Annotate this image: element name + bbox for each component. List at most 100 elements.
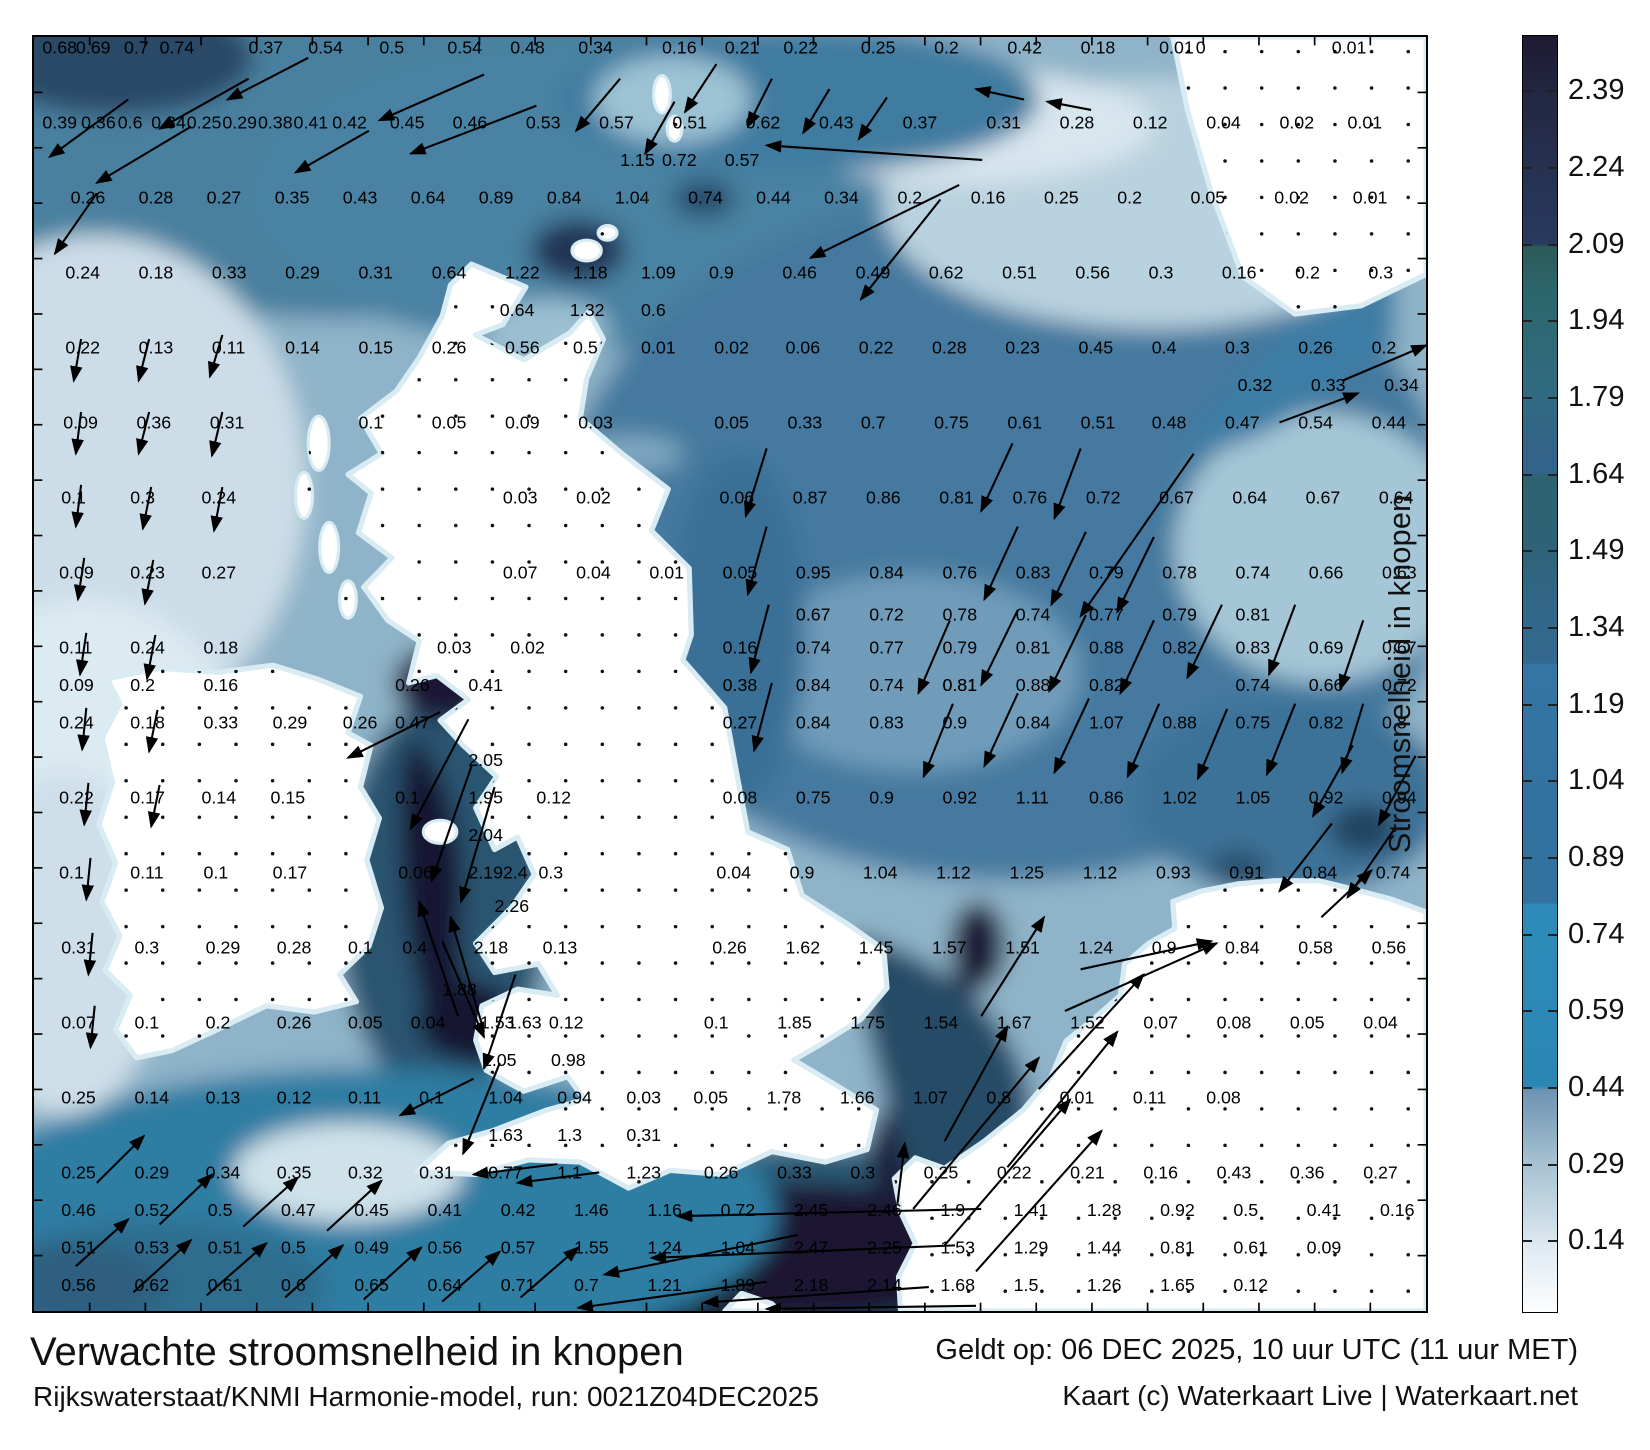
current-speed-label: 0.64 [1232, 488, 1267, 508]
current-speed-label: 0.05 [723, 563, 758, 583]
current-speed-label: 0.02 [1279, 113, 1314, 133]
current-speed-label: 1.05 [482, 1050, 517, 1070]
current-arrow [943, 1024, 1009, 1142]
current-arrow [136, 338, 151, 383]
current-speed-label: 0.35 [277, 1163, 312, 1183]
current-speed-label: 0.29 [273, 713, 308, 733]
current-speed-label: 0.88 [1016, 675, 1051, 695]
current-speed-label: 0.05 [693, 1088, 728, 1108]
colorbar-tick [1548, 550, 1557, 553]
current-speed-label: 0.5 [1233, 1200, 1258, 1220]
current-speed-label: 1.63 [488, 1125, 523, 1145]
current-arrow [459, 786, 496, 904]
current-speed-label: 0.6 [641, 300, 666, 320]
current-speed-label: 0.16 [1380, 1200, 1415, 1220]
current-arrow [139, 486, 153, 531]
current-arrow [576, 1280, 767, 1311]
current-speed-label: 0.31 [61, 938, 96, 958]
current-speed-label: 0.05 [1191, 188, 1226, 208]
current-speed-label: 0.11 [130, 863, 163, 883]
current-speed-label: 0.33 [204, 713, 239, 733]
current-intensity-patch [1174, 412, 1426, 683]
current-speed-label: 0.51 [61, 1238, 96, 1258]
current-speed-label: 0.3 [850, 1163, 875, 1183]
current-speed-label: 0.05 [432, 413, 467, 433]
current-arrow [1048, 614, 1087, 694]
current-intensity-patch [745, 573, 1081, 772]
current-speed-label: 0.25 [61, 1088, 96, 1108]
current-speed-label: 0.82 [1089, 675, 1124, 695]
colorbar-tick-label: 1.94 [1568, 304, 1625, 337]
current-speed-label: 0.01 [1348, 113, 1383, 133]
current-speed-label: 0.82 [1309, 713, 1344, 733]
current-speed-label: 0.01 [649, 563, 684, 583]
current-speed-label: 0.1 [204, 863, 229, 883]
colorbar-tick [1548, 243, 1557, 246]
current-arrow [1311, 744, 1354, 819]
current-speed-label: 0.3 [134, 938, 159, 958]
current-speed-label: 0.22 [65, 338, 100, 358]
current-speed-label: 0.66 [1309, 563, 1344, 583]
current-speed-label: 0.26 [343, 713, 378, 733]
current-arrow [441, 1250, 502, 1303]
current-speed-label: 0.09 [63, 413, 98, 433]
land-ireland [96, 662, 385, 1061]
current-speed-label: 0.03 [503, 488, 538, 508]
current-speed-label: 0.2 [1372, 338, 1397, 358]
current-speed-label: 1.41 [1014, 1200, 1049, 1220]
current-speed-label: 2.25 [867, 1238, 902, 1258]
current-speed-label: 0.03 [626, 1088, 661, 1108]
current-arrow [75, 1217, 130, 1267]
current-arrow [980, 609, 1019, 687]
current-arrow [71, 484, 84, 529]
current-speed-label: 0.83 [869, 713, 904, 733]
current-speed-label: 0.49 [354, 1238, 389, 1258]
current-speed-label: 0.43 [343, 188, 378, 208]
current-speed-label: 0.89 [479, 188, 514, 208]
island-shetland-1 [652, 73, 672, 115]
colorbar-tick-label: 0.14 [1568, 1224, 1625, 1257]
current-speed-label: 0.56 [61, 1275, 96, 1295]
current-speed-label: 0.34 [1384, 375, 1419, 395]
current-speed-label: 0.07 [503, 563, 538, 583]
current-speed-label: 0.02 [576, 488, 611, 508]
current-speed-label: 1.52 [1070, 1013, 1105, 1033]
current-speed-label: 1.66 [840, 1088, 875, 1108]
current-speed-label: 0.53 [134, 1238, 169, 1258]
current-speed-label: 0.15 [271, 788, 306, 808]
current-speed-label: 0.26 [395, 675, 430, 695]
current-arrow [85, 1005, 99, 1050]
current-arrow [912, 1056, 1041, 1210]
current-speed-label: 0.09 [59, 563, 94, 583]
colorbar-axis-label: Stroomsnelheid in knopen [1382, 494, 1417, 854]
current-speed-label: 1.78 [767, 1088, 802, 1108]
current-speed-label: 0.29 [206, 938, 241, 958]
current-speed-label: 1.04 [721, 1238, 756, 1258]
current-intensity-patch [1180, 264, 1395, 455]
colorbar-tick [1523, 550, 1532, 553]
current-speed-label: 0.62 [746, 113, 781, 133]
current-speed-label: 0.01 [1159, 38, 1194, 58]
current-speed-label: 0.2 [206, 1013, 231, 1033]
current-intensity-patch [232, 1122, 464, 1223]
current-speed-label: 1.04 [488, 1088, 523, 1108]
current-arrow [748, 604, 770, 675]
current-speed-label: 1.67 [997, 1013, 1032, 1033]
current-speed-label: 0.2 [1117, 188, 1142, 208]
current-speed-label: 0.77 [488, 1163, 523, 1183]
current-speed-label: 0.04 [576, 563, 611, 583]
colorbar-tick-label: 2.09 [1568, 227, 1625, 260]
current-speed-label: 0.68 [42, 38, 77, 58]
current-speed-label: 0.16 [723, 638, 758, 658]
current-speed-label: 1.53 [940, 1238, 975, 1258]
current-speed-label: 0.07 [1143, 1013, 1178, 1033]
current-arrow [242, 1176, 300, 1228]
current-arrow [1265, 703, 1297, 777]
current-speed-label: 0.64 [1379, 488, 1414, 508]
current-speed-label: 1.04 [863, 863, 898, 883]
current-speed-label: 1.21 [647, 1275, 682, 1295]
current-speed-label: 0.03 [578, 413, 613, 433]
current-speed-label: 0.72 [1086, 488, 1121, 508]
current-speed-label: 0.54 [1298, 413, 1333, 433]
colorbar-tick-label: 1.79 [1568, 380, 1625, 413]
